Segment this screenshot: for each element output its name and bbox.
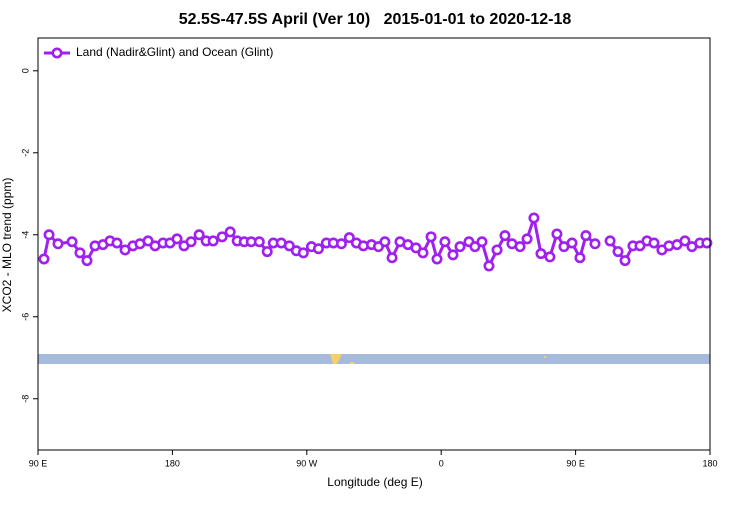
data-point	[66, 236, 78, 248]
data-point	[634, 240, 646, 252]
data-point	[483, 260, 495, 272]
data-point	[566, 237, 578, 249]
data-point	[119, 244, 131, 256]
data-point	[216, 231, 228, 243]
data-point	[589, 238, 601, 250]
land-patch	[544, 356, 546, 358]
data-point	[297, 247, 309, 259]
data-point	[454, 241, 466, 253]
data-point	[43, 229, 55, 241]
x-tick-label: 0	[439, 458, 444, 468]
data-point	[544, 251, 556, 263]
data-point	[410, 242, 422, 254]
data-point	[185, 236, 197, 248]
x-tick-label: 90 E	[29, 458, 48, 468]
data-point	[207, 235, 219, 247]
data-point	[38, 253, 50, 265]
data-point	[335, 238, 347, 250]
data-point	[253, 236, 265, 248]
y-axis-label: XCO2 - MLO trend (ppm)	[0, 178, 14, 313]
data-point	[111, 237, 123, 249]
data-point	[224, 226, 236, 238]
legend-marker	[51, 47, 63, 59]
data-point	[81, 255, 93, 267]
data-point	[283, 240, 295, 252]
plot-frame	[37, 37, 711, 451]
land-patch	[330, 354, 342, 364]
data-point	[528, 212, 540, 224]
data-point	[417, 247, 429, 259]
data-point	[612, 246, 624, 258]
x-axis-label: Longitude (deg E)	[327, 475, 422, 489]
data-point	[171, 233, 183, 245]
data-point	[469, 241, 481, 253]
y-tick-label: -8	[20, 395, 30, 403]
data-point	[439, 236, 451, 248]
data-point	[580, 230, 592, 242]
legend-label: Land (Nadir&Glint) and Ocean (Glint)	[76, 45, 273, 59]
data-point	[425, 231, 437, 243]
data-point	[521, 233, 533, 245]
data-point	[499, 230, 511, 242]
data-point	[535, 248, 547, 260]
data-point	[447, 249, 459, 261]
data-point	[52, 238, 64, 250]
data-point	[648, 237, 660, 249]
y-tick-label: 0	[20, 68, 30, 73]
chart-title: 52.5S-47.5S April (Ver 10) 2015-01-01 to…	[179, 11, 572, 28]
data-point	[379, 236, 391, 248]
data-point	[574, 252, 586, 264]
data-point	[142, 235, 154, 247]
ocean-band	[38, 354, 710, 364]
x-tick-label: 180	[165, 458, 180, 468]
y-tick-label: -2	[20, 149, 30, 157]
x-tick-label: 90 W	[296, 458, 318, 468]
plot-area	[38, 212, 713, 272]
y-tick-label: -4	[20, 231, 30, 239]
data-point	[312, 243, 324, 255]
data-point	[514, 241, 526, 253]
data-point	[551, 228, 563, 240]
data-point	[476, 236, 488, 248]
data-point	[431, 253, 443, 265]
data-point	[193, 229, 205, 241]
data-point	[491, 244, 503, 256]
data-point	[261, 246, 273, 258]
land-patch	[350, 362, 354, 364]
data-point	[386, 252, 398, 264]
x-tick-label: 180	[702, 458, 717, 468]
y-tick-label: -6	[20, 313, 30, 321]
data-point	[701, 237, 713, 249]
data-point	[343, 232, 355, 244]
data-point	[604, 235, 616, 247]
data-point	[679, 235, 691, 247]
data-point	[619, 255, 631, 267]
x-tick-label: 90 E	[566, 458, 585, 468]
data-point	[74, 247, 86, 259]
